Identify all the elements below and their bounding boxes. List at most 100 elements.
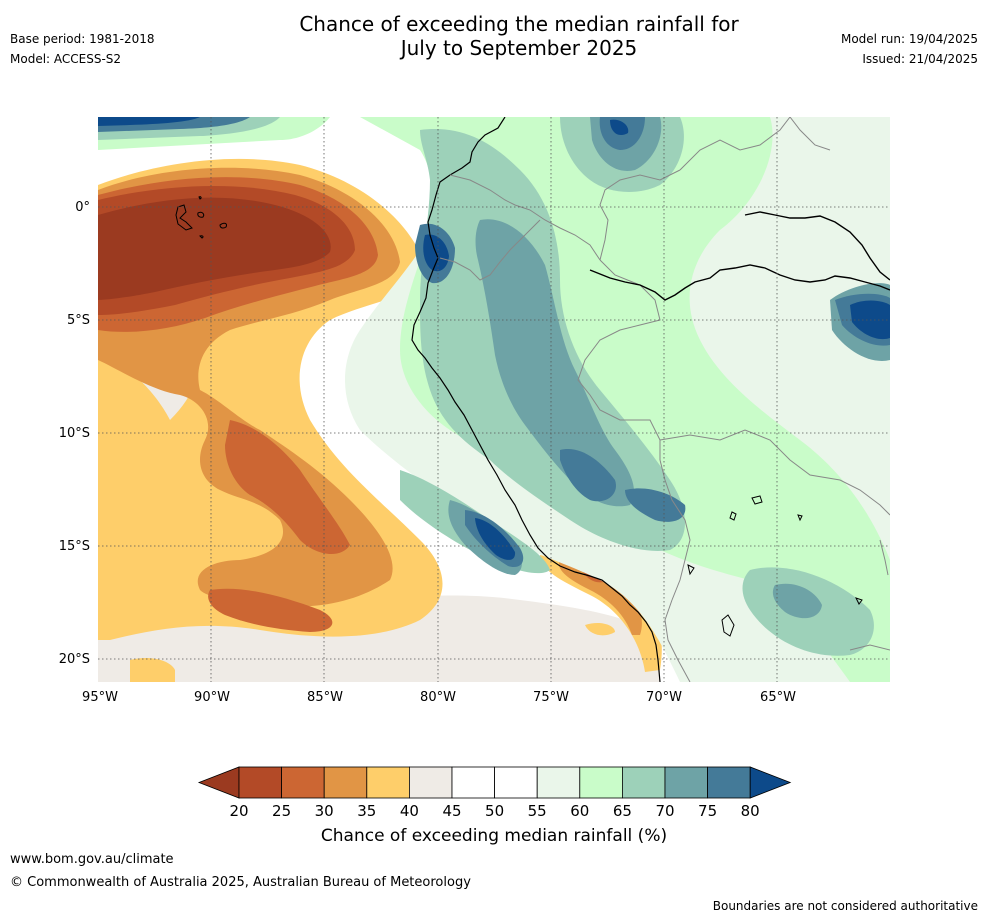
galapagos-san-cristobal xyxy=(219,222,227,229)
lon-label: 95°W xyxy=(82,690,118,705)
border-paraguay xyxy=(849,644,890,651)
longitude-labels: 95°W 90°W 85°W 80°W 75°W 70°W 65°W xyxy=(82,690,796,705)
region-80-east xyxy=(625,488,686,522)
galapagos-isabela xyxy=(175,204,193,231)
colorbar-segment xyxy=(622,766,666,799)
region-30-south xyxy=(208,588,333,632)
colorbar-tick-label: 45 xyxy=(442,802,461,820)
page-title: Chance of exceeding the median rainfall … xyxy=(0,12,988,60)
amazon-mouth xyxy=(744,211,890,281)
latitude-labels: 0° 5°S 10°S 15°S 20°S xyxy=(59,200,90,667)
colorbar-tick-label: 20 xyxy=(229,802,248,820)
border-venezuela xyxy=(679,117,791,171)
colorbar-arrow-low xyxy=(197,766,240,799)
region-20-ocean xyxy=(98,197,331,300)
coastline xyxy=(411,117,661,682)
colorbar-tick-label: 70 xyxy=(655,802,674,820)
disclaimer-text: Boundaries are not considered authoritat… xyxy=(712,899,978,913)
meta-left: Base period: 1981-2018 Model: ACCESS-S2 xyxy=(10,29,155,69)
map-field xyxy=(98,117,890,682)
colorbar-title: Chance of exceeding median rainfall (%) xyxy=(320,826,668,846)
colorbar-tick-label: 60 xyxy=(570,802,589,820)
lon-label: 70°W xyxy=(646,690,682,705)
galapagos-santa-cruz xyxy=(197,211,205,218)
region-40-southwest xyxy=(130,658,175,682)
colorbar-tick-label: 25 xyxy=(272,802,291,820)
lon-label: 65°W xyxy=(760,690,796,705)
region-75-south xyxy=(772,583,822,619)
region-30-mid xyxy=(225,420,350,555)
colorbar-tick-label: 55 xyxy=(528,802,547,820)
region-80plus-north xyxy=(610,119,629,136)
colorbar-segment xyxy=(281,766,325,799)
region-35-coast xyxy=(559,560,642,635)
inland-lakes-2 xyxy=(729,511,737,521)
colorbar-tick-label: 40 xyxy=(400,802,419,820)
model-name: Model: ACCESS-S2 xyxy=(10,52,122,66)
galapagos-islands xyxy=(175,196,227,239)
inland-lakes-3 xyxy=(797,514,803,522)
colorbar-tick-label: 80 xyxy=(741,802,760,820)
colorbar-segment xyxy=(707,766,751,799)
issued-date: Issued: 21/04/2025 xyxy=(862,52,978,66)
inland-lakes-1 xyxy=(751,495,763,505)
colorbar-segment xyxy=(579,766,623,799)
lon-label: 90°W xyxy=(194,690,230,705)
model-run: Model run: 19/04/2025 xyxy=(840,32,978,46)
region-40-south xyxy=(585,622,615,636)
galapagos-pinta xyxy=(198,196,202,200)
border-colombia-brazil xyxy=(599,169,681,261)
lake-titicaca xyxy=(721,614,735,637)
lon-label: 85°W xyxy=(307,690,343,705)
inland-lakes-4 xyxy=(855,597,863,605)
region-80plus-westtop xyxy=(98,117,200,126)
title-line-1: Chance of exceeding the median rainfall … xyxy=(299,12,739,36)
colorbar-tick-label: 35 xyxy=(357,802,376,820)
galapagos-espanola xyxy=(199,235,204,239)
colorbar-segment xyxy=(238,766,282,799)
colorbar-tick-label: 65 xyxy=(613,802,632,820)
border-peru-bolivia xyxy=(659,459,691,601)
title-line-2: July to September 2025 xyxy=(400,36,638,60)
region-75-central xyxy=(475,219,635,507)
colorbar xyxy=(197,766,792,799)
lat-label: 20°S xyxy=(59,652,90,667)
colorbar-segment xyxy=(494,766,538,799)
colorbar-segment xyxy=(408,766,453,799)
border-colombia-peru xyxy=(529,209,601,261)
colorbar-segment xyxy=(451,766,495,799)
lat-label: 15°S xyxy=(59,539,90,554)
lon-label: 80°W xyxy=(420,690,456,705)
border-ecuador-peru xyxy=(439,219,541,281)
colorbar-tick-label: 50 xyxy=(485,802,504,820)
border-colombia-ecuador xyxy=(449,174,531,211)
lat-label: 5°S xyxy=(67,313,90,328)
region-80-inland xyxy=(560,449,616,502)
colorbar-segment xyxy=(323,766,368,799)
colorbar-tick-label: 75 xyxy=(698,802,717,820)
base-period: Base period: 1981-2018 xyxy=(10,32,155,46)
border-guyana xyxy=(789,117,831,151)
region-80plus-coast xyxy=(475,518,516,560)
border-bolivia-brazil xyxy=(659,429,890,516)
border-peru-brazil xyxy=(577,259,661,460)
border-brazil-east xyxy=(879,539,889,576)
amazon-river xyxy=(589,264,890,301)
colorbar-segment xyxy=(664,766,708,799)
copyright-text: © Commonwealth of Australia 2025, Austra… xyxy=(10,875,471,890)
colorbar-arrow-high xyxy=(749,766,792,799)
lat-label: 10°S xyxy=(59,426,90,441)
colorbar-segment xyxy=(536,766,581,799)
lon-label: 75°W xyxy=(533,690,569,705)
region-40-coast xyxy=(540,555,662,672)
colorbar-segment xyxy=(366,766,410,799)
inland-lakes-5 xyxy=(687,564,695,576)
colorbar-tick-label: 30 xyxy=(315,802,334,820)
border-bolivia-chile xyxy=(664,599,691,682)
website-link[interactable]: www.bom.gov.au/climate xyxy=(10,852,174,867)
lat-label: 0° xyxy=(75,200,90,215)
country-borders xyxy=(439,117,890,682)
meta-right: Model run: 19/04/2025 Issued: 21/04/2025 xyxy=(841,29,978,69)
gridlines xyxy=(98,117,890,682)
